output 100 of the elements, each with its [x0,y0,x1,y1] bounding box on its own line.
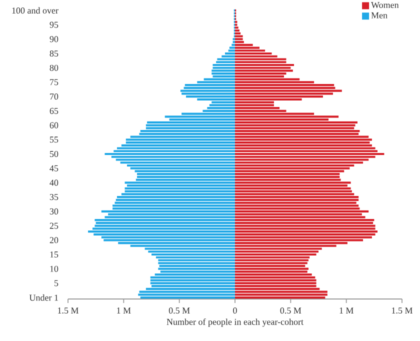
y-tick-label: 60 [50,122,58,128]
bar [235,35,243,38]
y-tick-label: 10 [50,266,58,272]
bar [235,190,352,192]
bar [235,285,316,288]
y-tick-label: 90 [50,36,58,42]
y-tick-label: 95 [50,22,58,28]
y-tick-label: 75 [50,79,58,86]
y-tick-label: 55 [50,136,58,143]
bar [137,176,236,178]
bar [235,29,240,32]
bar [212,70,236,72]
bar [235,250,319,253]
bar [124,182,236,184]
bar [235,204,359,207]
bar [235,259,308,262]
bar [147,121,236,124]
bar [150,276,236,279]
bar [124,190,236,192]
bar [101,210,236,212]
bar [88,230,236,233]
bar [116,158,236,161]
bar [235,58,286,60]
bar [114,202,236,204]
y-tick-label: 70 [50,94,58,100]
x-tick-label: 1.5 M [392,308,412,314]
bar [224,52,236,55]
bar [235,184,348,187]
bar [96,222,236,224]
bar [134,170,236,172]
bar [158,262,236,264]
y-tick-label: 40 [50,180,58,186]
bar [235,290,328,293]
bar [235,296,326,299]
bar [235,228,376,230]
bar [235,70,293,72]
y-tick-label: 65 [50,108,58,114]
bar [235,130,360,132]
bar [235,182,351,184]
bar [140,296,236,299]
bar [235,136,369,138]
y-tick-label: 85 [50,50,58,57]
bar [184,86,236,90]
bar [112,204,236,207]
bar [235,202,356,204]
bar [235,32,241,34]
bar [235,236,372,238]
bar [235,187,351,190]
bar [235,268,308,270]
bar [130,167,236,170]
bar [137,173,236,176]
bar [104,152,236,156]
bar [235,116,339,118]
bar [235,167,350,170]
x-tick-label: 0 [233,308,237,314]
bar [154,274,236,276]
bar [235,144,372,146]
bar [127,184,236,187]
y-tick-label: 30 [50,208,58,214]
y-tick-label: 20 [50,237,58,244]
bar [184,84,236,86]
bar [152,253,236,256]
bar [104,239,236,242]
bar [235,224,376,227]
bar [126,141,236,144]
bar [235,218,374,222]
bar [158,259,236,262]
bar [235,121,358,124]
bar [158,268,236,270]
bar [235,173,340,176]
bar [120,162,236,164]
y-tick-label: 100 and over [12,7,58,14]
bar [148,250,236,253]
bar [216,61,236,64]
bar [232,44,236,46]
y-tick-label: 25 [50,222,58,229]
bar [124,187,236,190]
bar [235,38,243,40]
bar [217,58,236,60]
legend-label: Men [371,12,388,18]
bar [235,124,356,126]
bar [235,141,370,144]
legend-label: Women [371,2,399,8]
bar [209,104,236,106]
bar [156,256,236,258]
bar [235,152,384,156]
bar [235,64,294,66]
bar [212,66,236,69]
bar [235,282,316,284]
bar [228,50,236,52]
bar [235,262,308,264]
y-tick-label: 45 [50,165,58,172]
bar [212,64,236,66]
bar [235,222,374,224]
bar [126,138,236,141]
bar [235,147,376,150]
bar [235,26,238,29]
x-tick-label: 0.5 M [280,308,302,314]
x-tick-label: 1.5 M [58,308,78,314]
bar [235,193,354,196]
